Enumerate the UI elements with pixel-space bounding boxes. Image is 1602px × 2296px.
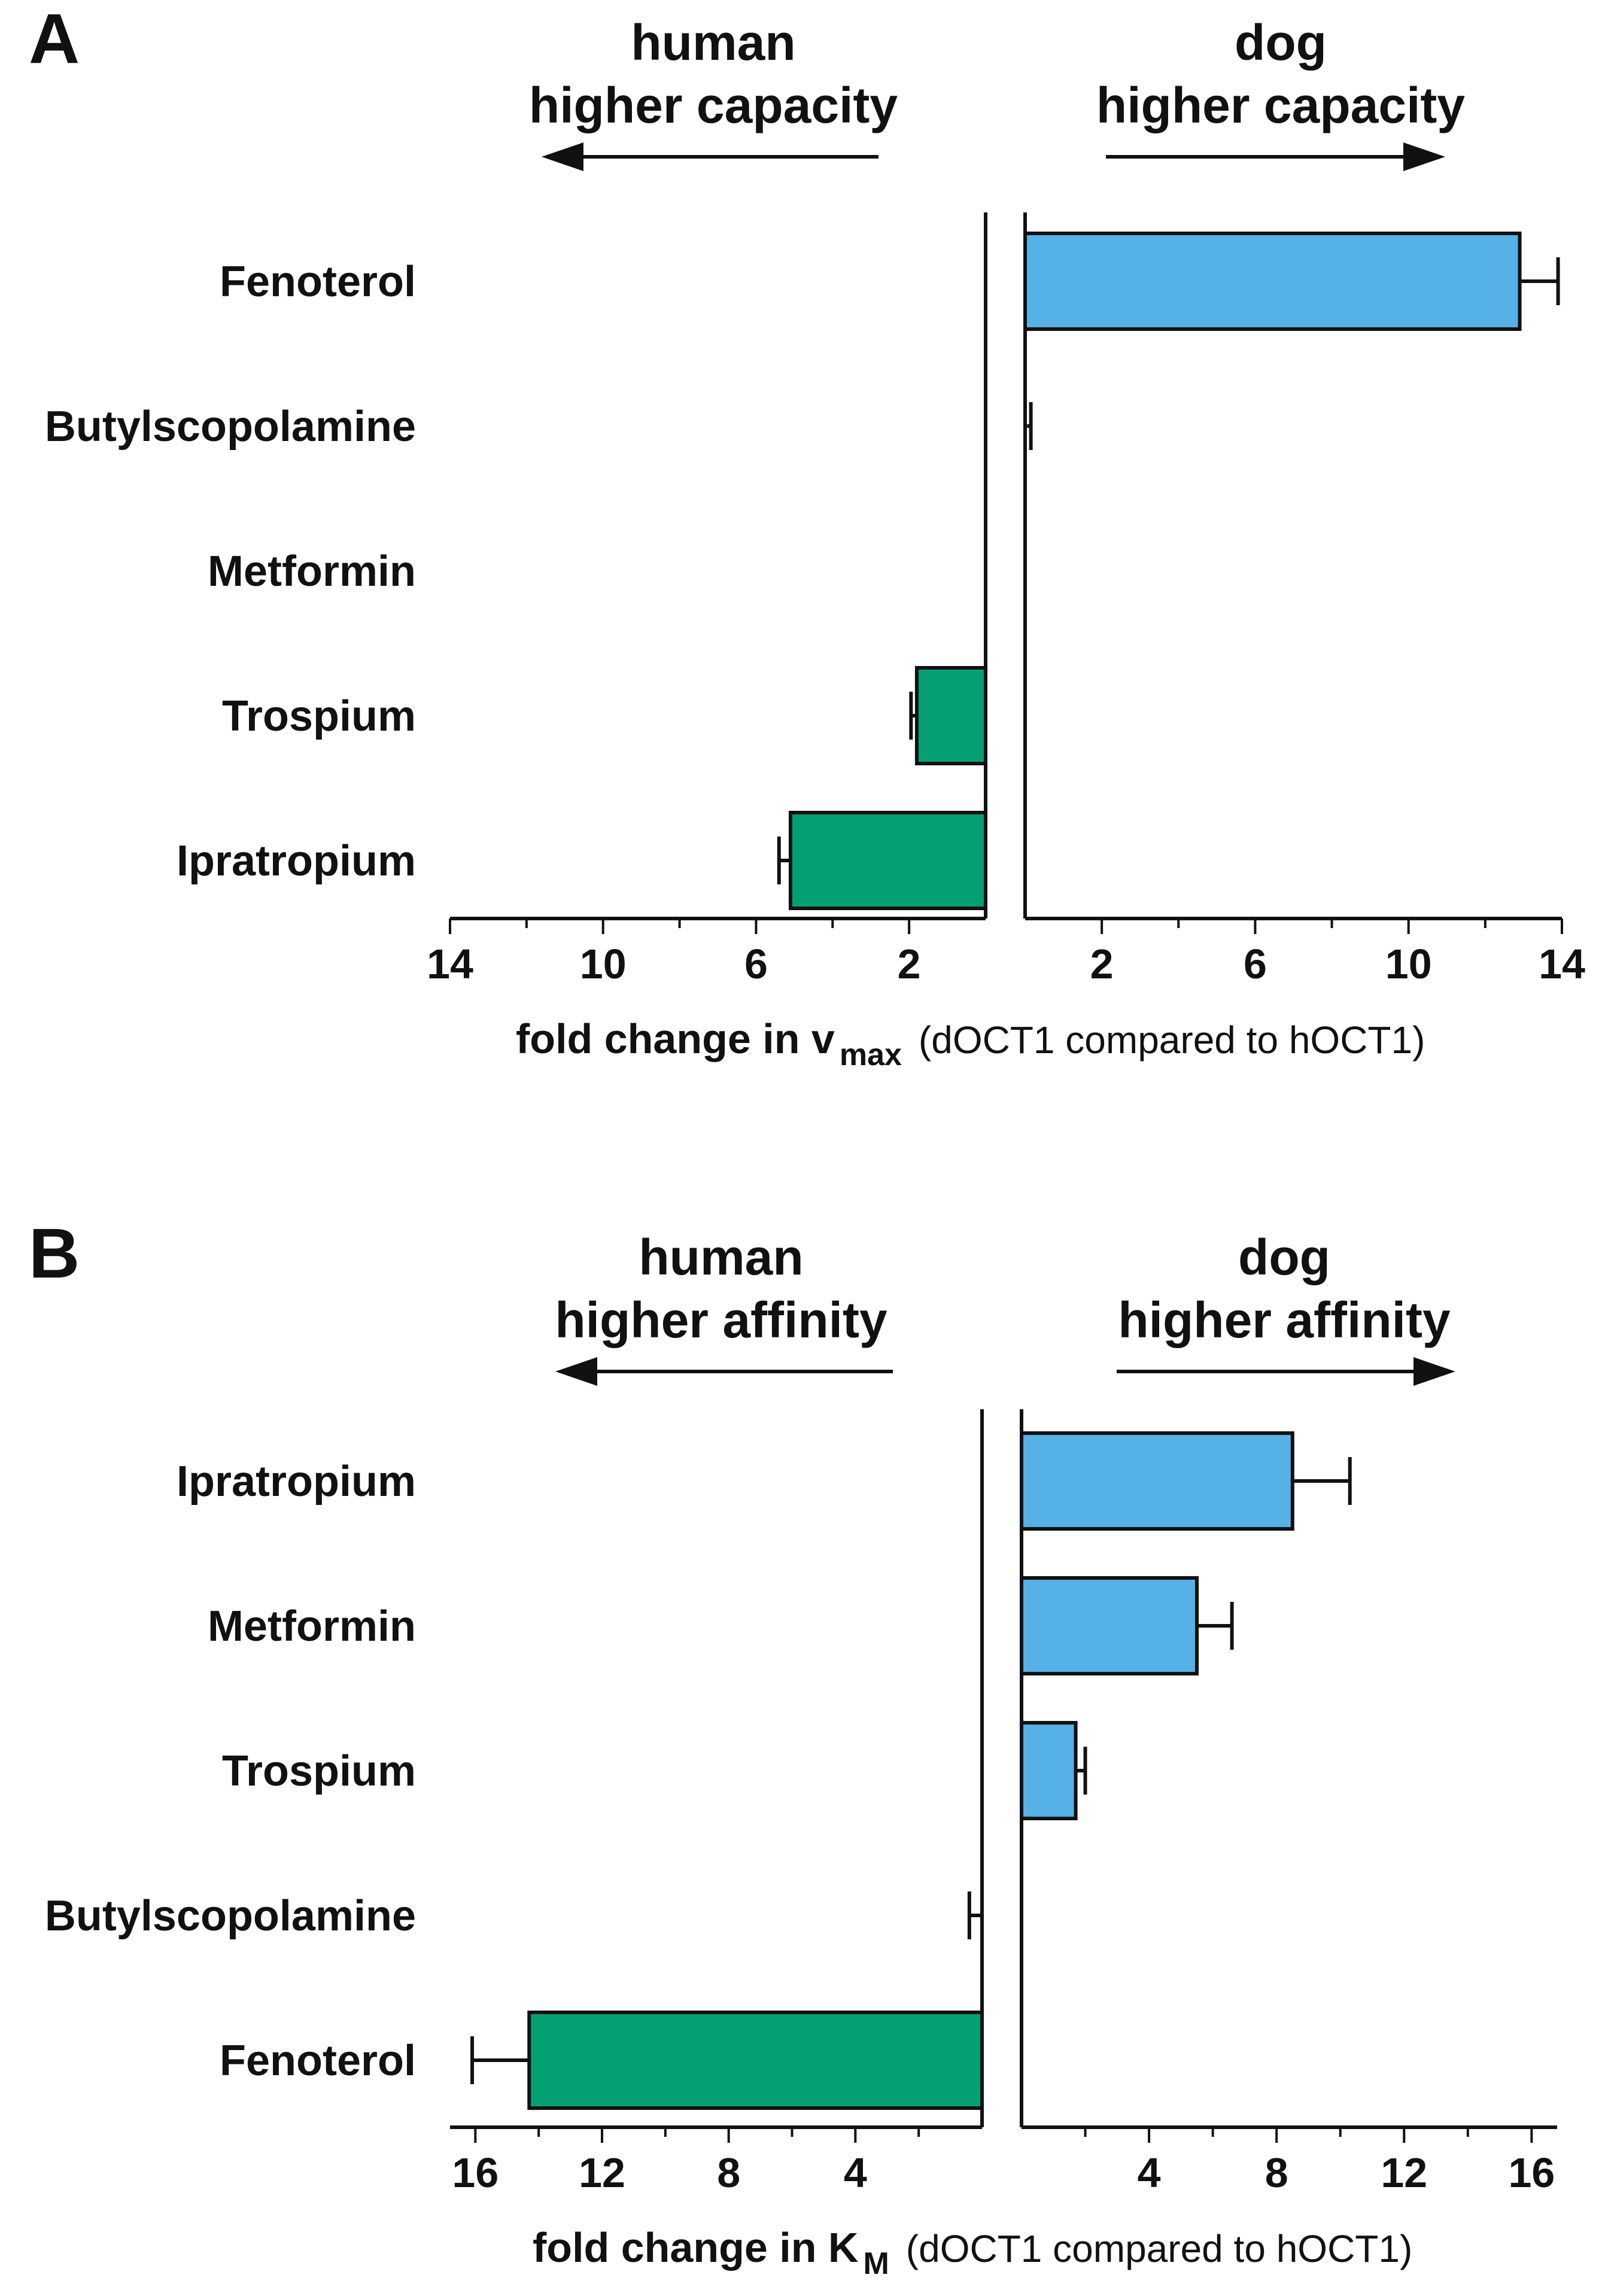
category-label: Trospium: [222, 1747, 416, 1795]
tick-label-right: 8: [1265, 2149, 1288, 2196]
category-label: Butylscopolamine: [45, 1892, 416, 1940]
header-left-sub: higher capacity: [529, 77, 898, 133]
header-left-group: human: [639, 1229, 803, 1285]
category-label: Fenoterol: [220, 258, 416, 306]
category-label: Ipratropium: [177, 1458, 416, 1506]
bar: [1020, 1576, 1199, 1675]
tick-label-left: 16: [452, 2149, 498, 2196]
tick-label-right: 16: [1508, 2149, 1555, 2196]
tick-label-left: 12: [579, 2149, 625, 2196]
tick-label-right: 6: [1244, 941, 1267, 987]
tick-label-left: 8: [717, 2149, 740, 2196]
panel-label: A: [29, 0, 80, 78]
bar: [1020, 1721, 1078, 1820]
header-right-group: dog: [1238, 1229, 1330, 1285]
tick-label-right: 2: [1090, 941, 1114, 987]
tick-label-left: 4: [844, 2149, 867, 2196]
x-axis-label: fold change in v max (dOCT1 compared to hO…: [516, 1015, 1425, 1072]
x-axis-label-main: fold change in v: [516, 1015, 835, 1062]
x-axis-label-sub: M: [863, 2246, 889, 2281]
tick-label-left: 14: [427, 941, 473, 987]
arrow-right-head: [1403, 142, 1445, 171]
panel-label: B: [29, 1214, 80, 1293]
tick-label-right: 4: [1138, 2149, 1161, 2196]
header-right-group: dog: [1235, 14, 1327, 71]
header-left-sub: higher affinity: [555, 1292, 887, 1348]
tick-label-left: 2: [898, 941, 921, 987]
category-label: Metformin: [208, 1602, 416, 1650]
bar: [1020, 1431, 1294, 1531]
bar: [788, 811, 987, 910]
category-label: Metformin: [208, 548, 416, 595]
tick-label-left: 10: [580, 941, 627, 987]
x-axis-label-note: (dOCT1 compared to hOCT1): [906, 2227, 1413, 2270]
category-label: Fenoterol: [220, 2037, 416, 2085]
bar: [1023, 232, 1522, 331]
tick-label-left: 6: [744, 941, 768, 987]
category-label: Butylscopolamine: [45, 403, 416, 451]
header-right-sub: higher affinity: [1118, 1292, 1451, 1348]
x-axis-label: fold change in K M (dOCT1 compared to hOCT…: [533, 2224, 1412, 2281]
arrow-left-head: [542, 142, 583, 171]
x-axis-label-sub: max: [840, 1038, 902, 1072]
tick-label-right: 14: [1539, 941, 1585, 987]
tick-label-right: 12: [1381, 2149, 1427, 2196]
x-axis-label-main: fold change in K: [533, 2224, 858, 2271]
arrow-left-head: [555, 1357, 597, 1386]
tick-label-right: 10: [1385, 941, 1432, 987]
bar: [527, 2011, 984, 2110]
x-axis-label-note: (dOCT1 compared to hOCT1): [919, 1018, 1425, 1062]
category-label: Ipratropium: [177, 837, 416, 885]
header-left-group: human: [631, 14, 795, 71]
bar: [914, 666, 988, 765]
header-right-sub: higher capacity: [1096, 77, 1466, 133]
category-label: Trospium: [222, 692, 416, 740]
arrow-right-head: [1413, 1357, 1455, 1386]
